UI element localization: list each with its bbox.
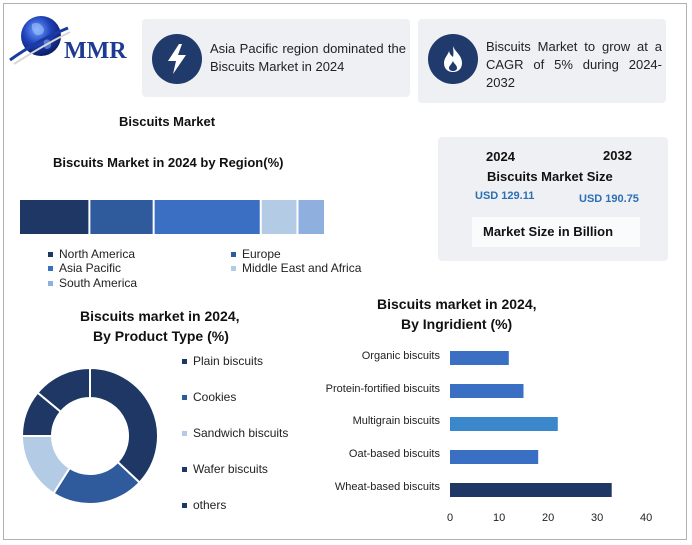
ingredient-x-tick: 40 xyxy=(640,512,653,524)
flame-icon xyxy=(444,46,462,72)
legend-swatch xyxy=(48,265,53,271)
region-legend-item: South America xyxy=(48,276,137,290)
ingredient-bar xyxy=(450,450,539,464)
flame-icon-wrap xyxy=(428,34,478,84)
ingredient-bar-chart xyxy=(450,351,612,497)
ingredient-bar xyxy=(450,351,509,365)
legend-label: Cookies xyxy=(193,390,237,404)
region-chart-title: Biscuits Market in 2024 by Region(%) xyxy=(53,155,284,170)
legend-swatch xyxy=(48,280,53,286)
legend-label: South America xyxy=(59,276,138,290)
product-chart-title-1: Biscuits market in 2024, xyxy=(80,308,240,324)
ingredient-bar xyxy=(450,384,524,398)
region-legend-item: Europe xyxy=(231,247,281,261)
product-chart-title-2: By Product Type (%) xyxy=(93,328,229,344)
mmr-logo xyxy=(9,16,71,65)
ingredient-x-tick: 0 xyxy=(447,512,454,524)
lightning-icon-wrap xyxy=(152,34,202,84)
region-legend-item: Middle East and Africa xyxy=(231,261,361,275)
legend-swatch xyxy=(182,430,187,436)
ingredient-x-tick: 30 xyxy=(591,512,604,524)
market-size-value-end: USD 190.75 xyxy=(579,193,639,205)
region-bar-segment xyxy=(261,200,297,234)
lightning-icon xyxy=(168,44,186,74)
product-donut-chart xyxy=(20,366,159,505)
ingredient-bar xyxy=(450,483,612,497)
donut-slice xyxy=(89,366,159,484)
ingredient-category-label: Multigrain biscuits xyxy=(352,415,440,427)
region-bar-segment xyxy=(154,200,260,234)
ingredient-category-label: Oat-based biscuits xyxy=(348,448,440,460)
legend-swatch xyxy=(182,502,187,508)
market-size-value-start: USD 129.11 xyxy=(475,190,535,202)
ingredient-category-label: Wheat-based biscuits xyxy=(334,481,440,493)
market-size-year-end: 2032 xyxy=(603,148,632,163)
legend-swatch xyxy=(231,265,236,271)
product-legend-item: Cookies xyxy=(182,390,236,404)
product-legend-item: Wafer biscuits xyxy=(182,462,268,476)
info-card-region: Asia Pacific region dominated the Biscui… xyxy=(142,19,410,97)
region-legend-item: North America xyxy=(48,247,135,261)
legend-label: Middle East and Africa xyxy=(242,261,362,275)
legend-swatch xyxy=(48,251,53,257)
legend-label: Wafer biscuits xyxy=(193,462,268,476)
region-stacked-bar xyxy=(20,200,324,234)
ingredient-chart-title-2: By Ingridient (%) xyxy=(401,316,513,332)
ingredient-x-tick: 10 xyxy=(493,512,506,524)
legend-swatch xyxy=(231,251,236,257)
legend-label: Asia Pacific xyxy=(59,261,122,275)
region-bar-segment xyxy=(90,200,153,234)
legend-swatch xyxy=(182,466,187,472)
region-bar-segment xyxy=(298,200,324,234)
legend-label: Plain biscuits xyxy=(193,354,264,368)
ingredient-bar xyxy=(450,417,558,431)
market-size-year-start: 2024 xyxy=(486,149,515,164)
ingredient-chart-title-1: Biscuits market in 2024, xyxy=(377,296,537,312)
region-legend-item: Asia Pacific xyxy=(48,261,121,275)
info-card-region-text: Asia Pacific region dominated the Biscui… xyxy=(210,41,406,74)
legend-label: North America xyxy=(59,247,136,261)
legend-label: Sandwich biscuits xyxy=(193,426,289,440)
info-card-cagr: Biscuits Market to grow at a CAGR of 5% … xyxy=(418,19,666,103)
legend-label: Europe xyxy=(242,247,281,261)
legend-label: others xyxy=(193,498,227,512)
ingredient-x-tick: 20 xyxy=(542,512,555,524)
region-bar-segment xyxy=(20,200,89,234)
legend-swatch xyxy=(182,394,187,400)
ingredient-category-label: Protein-fortified biscuits xyxy=(325,383,440,395)
product-legend-item: others xyxy=(182,498,226,512)
product-legend-item: Plain biscuits xyxy=(182,354,263,368)
main-title: Biscuits Market xyxy=(119,114,216,129)
market-size-title: Biscuits Market Size xyxy=(487,169,613,184)
product-legend-item: Sandwich biscuits xyxy=(182,426,288,440)
logo-text: MMR xyxy=(64,38,127,64)
market-size-unit-box xyxy=(472,217,640,247)
ingredient-category-label: Organic biscuits xyxy=(361,350,440,362)
market-size-unit-label: Market Size in Billion xyxy=(483,224,614,239)
info-card-cagr-text: Biscuits Market to grow at a CAGR of 5% … xyxy=(486,39,662,90)
legend-swatch xyxy=(182,358,187,364)
donut-slice xyxy=(36,366,91,414)
